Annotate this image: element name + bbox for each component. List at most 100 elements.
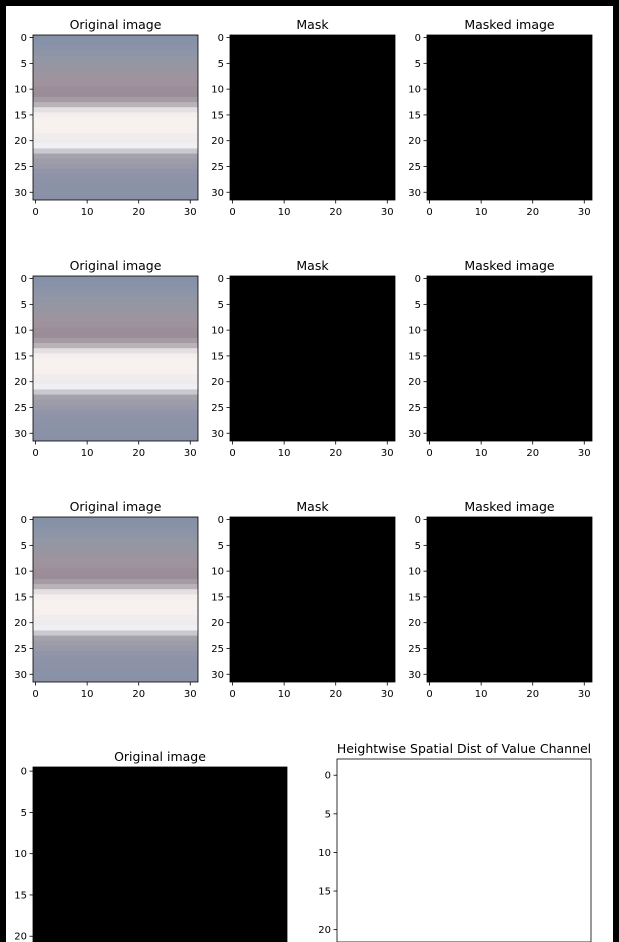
y-tick-label: 10 [211,326,224,337]
pixel-row [33,399,198,406]
image-fill [33,767,287,942]
pixel-row [33,527,198,534]
y-tick-label: 25 [14,162,27,173]
panel-title: Mask [296,258,329,273]
x-tick-label: 30 [381,448,394,459]
image-fill [230,35,395,200]
y-tick-label: 30 [211,188,224,199]
y-tick-label: 0 [21,767,27,778]
pixel-row [33,410,198,416]
image-area [337,759,591,942]
pixel-row [33,194,198,200]
pixel-row [33,71,198,77]
pixel-row [33,656,198,662]
pixel-row [33,553,198,559]
axes-frame [32,516,199,683]
pixel-row [33,379,198,385]
x-tick-label: 30 [184,689,197,700]
axes-frame [229,516,396,683]
pixel-row [33,573,198,580]
panel-2: Mask 0 5 10 15 20 25 30 0 10 20 30 [211,17,396,218]
y-tick-label: 10 [408,326,421,337]
panel-6: Masked image 0 5 10 15 20 25 30 0 10 20 30 [408,258,593,459]
y-tick-label: 20 [408,136,421,147]
pixel-row [33,425,198,432]
x-tick-label: 30 [381,207,394,218]
pixel-row [33,132,198,139]
axes-frame [32,34,199,201]
pixel-row [33,384,198,391]
y-tick-label: 25 [211,403,224,414]
y-tick-label: 15 [14,351,27,362]
y-tick-label: 30 [14,429,27,440]
image-area [33,517,198,682]
x-tick-label: 20 [329,689,342,700]
image-area [33,35,198,200]
pixel-row [33,547,198,554]
y-tick-label: 20 [408,618,421,629]
x-tick-label: 20 [329,207,342,218]
pixel-row [33,348,198,354]
y-tick-label: 30 [14,670,27,681]
pixel-row [33,640,198,647]
pixel-row [33,358,198,365]
y-tick-label: 20 [318,925,331,936]
y-tick-label: 5 [415,59,421,70]
pixel-row [33,337,198,344]
pixel-row [33,317,198,324]
panel-title: Heightwise Spatial Dist of Value Channel [337,741,591,756]
pixel-row [33,179,198,186]
image-fill [427,35,592,200]
y-tick-label: 0 [415,274,421,285]
y-tick-label: 25 [14,403,27,414]
panel-title: Masked image [464,258,555,273]
y-tick-label: 15 [14,110,27,121]
x-tick-label: 30 [184,448,197,459]
pixel-row [33,286,198,293]
pixel-row [33,163,198,170]
x-tick-label: 30 [381,689,394,700]
image-fill [230,276,395,441]
pixel-row [33,301,198,308]
y-tick-label: 0 [21,274,27,285]
pixel-row [33,676,198,682]
pixel-row [33,291,198,298]
pixel-row [33,127,198,134]
x-tick-label: 20 [526,207,539,218]
y-tick-label: 10 [318,848,331,859]
pixel-row [33,635,198,642]
y-tick-label: 5 [21,59,27,70]
pixel-row [33,122,198,129]
x-tick-label: 10 [475,207,488,218]
x-tick-label: 0 [32,448,38,459]
pixel-row [33,153,198,160]
pixel-row [33,671,198,678]
y-tick-label: 10 [211,567,224,578]
axes-frame [32,766,288,942]
axes-frame [336,758,592,942]
y-tick-label: 10 [14,85,27,96]
y-tick-label: 15 [211,351,224,362]
axes-frame [426,275,593,442]
image-area [230,276,395,441]
x-tick-label: 0 [426,207,432,218]
pixel-row [33,435,198,441]
panel-title: Original image [70,499,162,514]
x-tick-label: 0 [32,207,38,218]
y-tick-label: 5 [21,300,27,311]
pixel-row [33,184,198,191]
x-tick-label: 20 [132,448,145,459]
y-tick-label: 5 [218,300,224,311]
panel-5: Mask 0 5 10 15 20 25 30 0 10 20 30 [211,258,396,459]
y-tick-label: 20 [14,377,27,388]
y-tick-label: 0 [21,33,27,44]
pixel-row [33,353,198,360]
pixel-row [33,281,198,287]
y-tick-label: 0 [415,515,421,526]
y-tick-label: 25 [211,644,224,655]
y-tick-label: 15 [211,110,224,121]
pixel-row [33,430,198,437]
pixel-row [33,189,198,196]
panel-7: Original image 0 5 10 15 20 25 30 0 10 20 30 [14,499,199,700]
axes-frame [229,275,396,442]
